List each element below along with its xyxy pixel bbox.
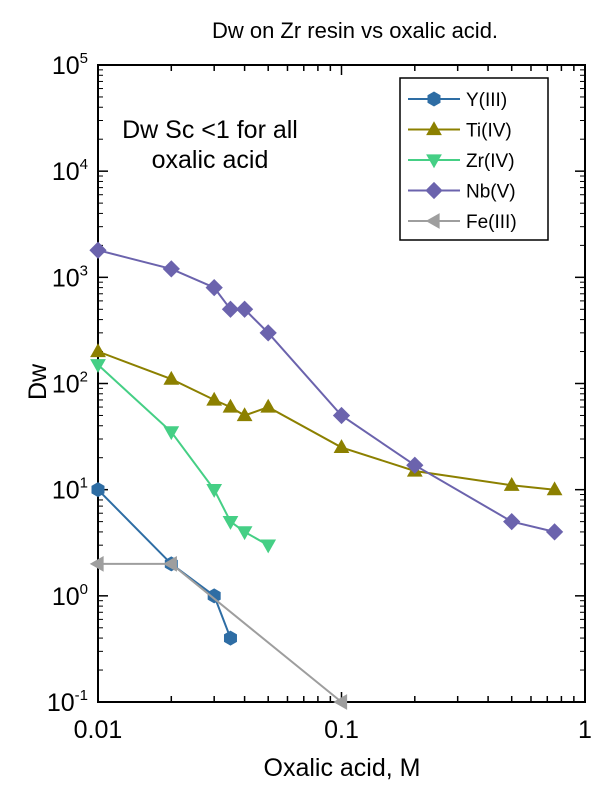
data-point <box>332 406 351 425</box>
data-point <box>221 300 240 318</box>
data-point <box>223 630 237 646</box>
legend-item-fe-iii: Fe(III) <box>408 212 517 233</box>
legend-label: Nb(V) <box>466 182 516 203</box>
data-point <box>207 588 221 604</box>
data-point <box>425 213 440 229</box>
data-point <box>89 555 104 572</box>
data-point <box>206 391 223 406</box>
y-tick-label: 10-1 <box>47 687 88 717</box>
data-point <box>333 694 348 710</box>
series-zr-iv <box>90 359 277 554</box>
data-point <box>163 426 180 441</box>
data-point <box>260 398 277 413</box>
data-point <box>205 278 223 297</box>
data-point <box>425 181 443 200</box>
data-point <box>503 477 520 491</box>
legend-label: Y(III) <box>466 90 507 111</box>
x-tick-label: 1 <box>578 716 592 744</box>
series-fe-iii <box>89 555 348 710</box>
data-point <box>162 260 180 278</box>
data-point <box>546 481 563 496</box>
chart-title: Dw on Zr resin vs oxalic acid. <box>212 18 498 43</box>
data-point <box>222 516 239 530</box>
series-line <box>98 562 343 703</box>
series-line <box>97 364 269 547</box>
data-point <box>426 121 442 136</box>
y-tick-label: 104 <box>52 156 88 186</box>
data-point <box>426 154 442 169</box>
y-axis-title: Dw <box>24 363 52 400</box>
x-tick-labels: 0.01 0.1 1 <box>74 716 592 744</box>
data-point <box>503 513 521 531</box>
legend-label: Ti(IV) <box>466 121 512 142</box>
series-nb-v <box>89 241 564 541</box>
legend-label: Zr(IV) <box>466 151 515 172</box>
data-point <box>236 526 253 541</box>
x-tick-label: 0.01 <box>74 716 123 744</box>
series-ti-iv <box>90 343 563 496</box>
y-tick-label: 102 <box>52 369 88 399</box>
series-line <box>97 249 555 533</box>
data-point <box>222 398 239 413</box>
data-point <box>406 456 424 474</box>
data-point <box>91 482 105 498</box>
data-point <box>259 324 277 342</box>
data-point <box>235 300 254 318</box>
series-line <box>97 350 555 491</box>
x-tick-label: 0.1 <box>324 716 359 744</box>
data-point <box>90 359 106 374</box>
y-tick-label: 103 <box>52 262 88 292</box>
annotation-line-2: oxalic acid <box>152 146 269 174</box>
legend-label: Fe(III) <box>466 212 517 233</box>
data-point <box>90 343 106 358</box>
data-point <box>427 91 441 107</box>
data-point <box>163 370 180 385</box>
legend-item-nb-v: Nb(V) <box>408 182 516 203</box>
annotation-line-1: Dw Sc <1 for all <box>122 116 298 144</box>
legend-item-zr-iv: Zr(IV) <box>408 151 515 172</box>
data-point <box>163 555 177 572</box>
data-point <box>89 241 107 259</box>
y-tick-labels: 10-1 100 101 102 103 104 105 <box>47 50 88 717</box>
data-point <box>545 523 564 541</box>
y-tick-label: 100 <box>52 581 88 611</box>
annotation: Dw Sc <1 for all oxalic acid <box>122 116 298 174</box>
axis-ticks <box>97 64 585 703</box>
legend-item-y-iii: Y(III) <box>408 90 507 111</box>
legend-item-ti-iv: Ti(IV) <box>408 121 512 142</box>
series-line <box>97 488 232 639</box>
legend: Y(III) Ti(IV) Zr(IV) Nb(V) Fe(III) <box>399 77 549 241</box>
data-point <box>206 484 223 498</box>
y-tick-label: 101 <box>52 475 88 505</box>
y-tick-label: 105 <box>52 50 88 80</box>
data-point <box>236 407 253 422</box>
x-axis-title: Oxalic acid, M <box>264 754 421 782</box>
data-point <box>260 539 277 554</box>
data-point <box>333 439 350 454</box>
series-layer <box>89 241 564 710</box>
